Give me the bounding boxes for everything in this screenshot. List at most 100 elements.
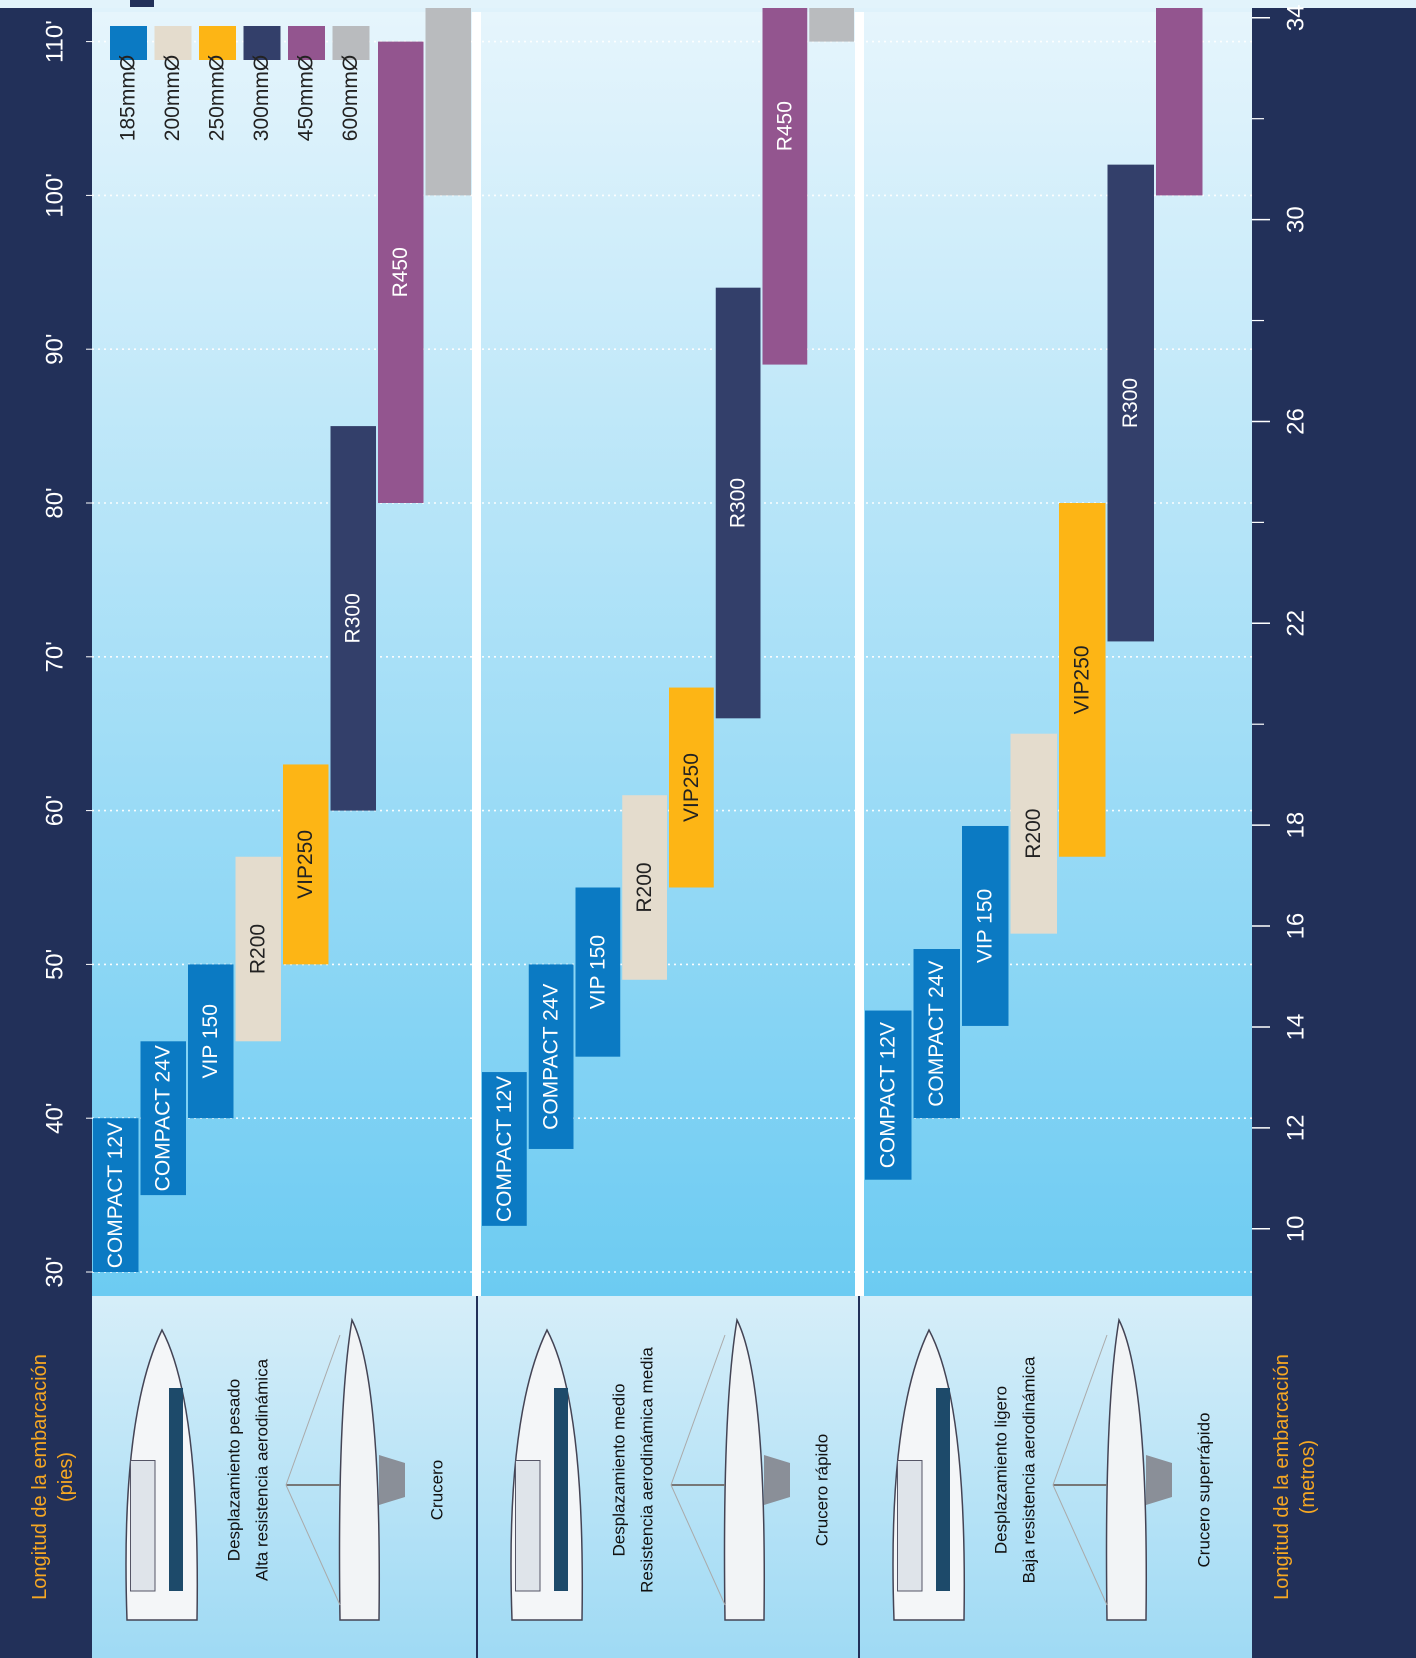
bar-label: COMPACT 12V <box>877 1022 900 1168</box>
feet-tick-label: 30' <box>42 1256 69 1287</box>
legend-label: 300mmØ <box>250 55 273 141</box>
sail-type-label: Crucero rápido <box>813 1434 832 1546</box>
sailboat-keel <box>1146 1455 1172 1505</box>
boat-type-line2: Alta resistencia aerodinámica <box>253 1358 272 1581</box>
legend-label: 450mmØ <box>295 55 318 141</box>
bar-compact-12v <box>93 1118 139 1272</box>
meters-axis-band <box>1252 0 1416 1296</box>
legend-swatch <box>243 26 281 60</box>
feet-tick-label: 60' <box>42 795 69 826</box>
feet-tick-label: 50' <box>42 949 69 980</box>
bar-label: R200 <box>633 862 656 912</box>
bar-label: VIP 150 <box>199 1004 222 1078</box>
legend-label: 250mmØ <box>206 55 229 141</box>
legend-label: 600mmØ <box>339 55 362 141</box>
meters-tick-label: 22 <box>1283 610 1310 637</box>
boat-group-3: Desplazamiento ligero Baja resistencia ae… <box>892 1317 1214 1621</box>
meters-tick-label: 10 <box>1283 1215 1310 1242</box>
bar-vip-150 <box>188 964 234 1119</box>
bar-label: VIP250 <box>1071 645 1094 714</box>
bar-r600 <box>425 0 471 196</box>
bar-label: VIP 150 <box>586 935 609 1009</box>
bar-r200 <box>622 795 667 980</box>
axis-titles: Longitud de la embarcación (pies) Longitud… <box>29 1354 1319 1600</box>
bar-compact-12v <box>482 1072 527 1226</box>
boat-group-2: Desplazamiento medio Resistencia aerodiná… <box>510 1317 832 1621</box>
feet-tick-label: 100' <box>42 173 69 218</box>
sailboat-keel <box>764 1455 790 1505</box>
axis-ticks: 30'40'50'60'70'80'90'100'110'120'130'140… <box>42 4 1310 1287</box>
sailboat-hull <box>723 1317 766 1621</box>
motorboat-cabin <box>897 1460 923 1592</box>
sail-type-label: Crucero <box>428 1460 447 1520</box>
bar-label: R300 <box>342 593 365 643</box>
meters-axis-title-unit: (metros) <box>1297 1440 1319 1514</box>
legend-swatch <box>288 26 325 60</box>
bar-compact-24v <box>913 949 960 1119</box>
feet-tick-label: 110' <box>42 20 69 63</box>
panel-separator <box>855 12 864 1296</box>
boat-type-line1: Desplazamiento medio <box>610 1384 629 1557</box>
boat-types: Desplazamiento pesado Alta resistencia ae… <box>0 1296 1416 1658</box>
bar-label: COMPACT 12V <box>493 1076 516 1222</box>
axis-bands <box>0 0 1416 1296</box>
feet-axis-band <box>0 0 92 1296</box>
legend-label: 185mmØ <box>117 55 140 141</box>
motorboat-cabin <box>130 1460 156 1592</box>
feet-tick-label: 80' <box>42 487 69 518</box>
sailboat-rigging <box>670 1484 726 1606</box>
bar-compact-24v <box>140 1041 186 1196</box>
boat-group-1: Desplazamiento pesado Alta resistencia ae… <box>125 1317 447 1621</box>
motorboat-cabin <box>515 1460 541 1592</box>
bar-compact-12v <box>865 1010 912 1180</box>
motorboat-stripe <box>554 1388 568 1591</box>
feet-axis-title-unit: (pies) <box>55 1452 77 1502</box>
bar-r300 <box>715 287 761 719</box>
boat-type-line1: Desplazamiento pesado <box>225 1379 244 1561</box>
sailboat-hull <box>338 1317 381 1621</box>
feet-label-band <box>0 1296 92 1658</box>
bar-r300 <box>330 426 376 811</box>
meters-tick-label: 14 <box>1283 1014 1310 1041</box>
bar-label: R300 <box>727 478 750 528</box>
motorboat-stripe <box>169 1388 183 1591</box>
sailboat-rigging <box>1052 1334 1108 1486</box>
feet-tick-label: 90' <box>42 334 69 365</box>
boat-type-line1: Desplazamiento ligero <box>992 1386 1011 1554</box>
bar-compact-24v <box>528 964 574 1149</box>
motorboat-stripe <box>936 1388 950 1591</box>
bar-r200 <box>235 856 281 1042</box>
bar-label: R300 <box>1119 378 1142 428</box>
bars: COMPACT 12V COMPACT 24V VIP 150 R200 VIP250 R… <box>93 0 1203 1272</box>
feet-tick-label: 40' <box>42 1103 69 1134</box>
bar-r300 <box>1107 164 1154 642</box>
legend-swatch <box>199 26 236 60</box>
bar-label: VIP 150 <box>974 889 997 963</box>
title-fragment <box>130 0 154 7</box>
meters-axis-title: Longitud de la embarcación <box>1271 1354 1293 1600</box>
meters-tick-label: 18 <box>1283 812 1310 839</box>
legend-swatch <box>110 26 147 60</box>
meters-tick-label: 30 <box>1283 206 1310 233</box>
bar-label: VIP250 <box>294 830 317 899</box>
feet-axis-title: Longitud de la embarcación <box>29 1354 51 1600</box>
bar-r450 <box>378 41 424 503</box>
bar-vip250 <box>669 687 714 888</box>
bar-vip250 <box>1059 503 1106 857</box>
sailboat-rigging <box>670 1334 726 1486</box>
sailboat-rigging <box>285 1484 341 1606</box>
meters-label-band <box>1252 1296 1416 1658</box>
sailboat-rigging <box>285 1334 341 1486</box>
bar-label: COMPACT 24V <box>152 1045 175 1191</box>
legend-swatch <box>154 26 192 60</box>
feet-tick-label: 70' <box>42 641 69 672</box>
meters-tick-label: 16 <box>1283 913 1310 940</box>
bar-label: COMPACT 24V <box>540 984 563 1130</box>
meters-tick-label: 34 <box>1283 4 1310 31</box>
bar-r450 <box>1156 0 1203 196</box>
legend-swatch <box>332 26 370 60</box>
panel-separator <box>472 12 481 1296</box>
bar-vip-150 <box>962 825 1009 1026</box>
